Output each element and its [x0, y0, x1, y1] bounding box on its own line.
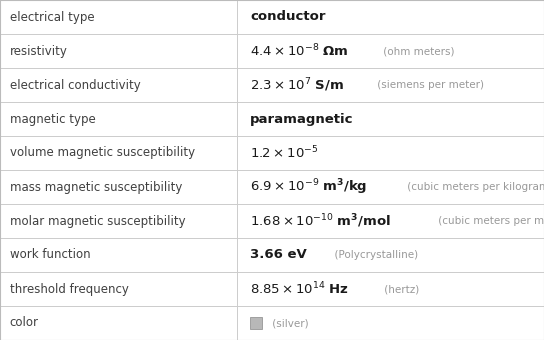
Text: (cubic meters per mole): (cubic meters per mole)	[435, 216, 544, 226]
Text: 3.66 eV: 3.66 eV	[250, 249, 307, 261]
Text: work function: work function	[10, 249, 90, 261]
Text: (Polycrystalline): (Polycrystalline)	[328, 250, 418, 260]
Text: (ohm meters): (ohm meters)	[380, 46, 455, 56]
Text: electrical conductivity: electrical conductivity	[10, 79, 140, 91]
Text: volume magnetic susceptibility: volume magnetic susceptibility	[10, 147, 195, 159]
Text: color: color	[10, 317, 39, 329]
Text: resistivity: resistivity	[10, 45, 67, 57]
Text: $4.4\times10^{-8}$ $\mathbf{\Omega m}$: $4.4\times10^{-8}$ $\mathbf{\Omega m}$	[250, 43, 349, 59]
Text: molar magnetic susceptibility: molar magnetic susceptibility	[10, 215, 186, 227]
Text: $8.85\times10^{14}$ $\mathbf{Hz}$: $8.85\times10^{14}$ $\mathbf{Hz}$	[250, 281, 349, 297]
Text: $1.2\times10^{-5}$: $1.2\times10^{-5}$	[250, 145, 319, 161]
Text: $2.3\times10^{7}$ $\mathbf{S/m}$: $2.3\times10^{7}$ $\mathbf{S/m}$	[250, 76, 344, 94]
Text: $1.68\times10^{-10}$ $\mathbf{m^3/mol}$: $1.68\times10^{-10}$ $\mathbf{m^3/mol}$	[250, 212, 391, 230]
Text: magnetic type: magnetic type	[10, 113, 96, 125]
Text: electrical type: electrical type	[10, 11, 95, 23]
Text: conductor: conductor	[250, 11, 326, 23]
Text: (cubic meters per kilogram): (cubic meters per kilogram)	[404, 182, 544, 192]
Text: (hertz): (hertz)	[381, 284, 419, 294]
Text: (siemens per meter): (siemens per meter)	[374, 80, 484, 90]
Text: paramagnetic: paramagnetic	[250, 113, 354, 125]
Text: (silver): (silver)	[269, 318, 308, 328]
Text: threshold frequency: threshold frequency	[10, 283, 129, 295]
Text: $6.9\times10^{-9}$ $\mathbf{m^3/kg}$: $6.9\times10^{-9}$ $\mathbf{m^3/kg}$	[250, 177, 368, 197]
Bar	[250, 317, 262, 329]
Text: mass magnetic susceptibility: mass magnetic susceptibility	[10, 181, 182, 193]
